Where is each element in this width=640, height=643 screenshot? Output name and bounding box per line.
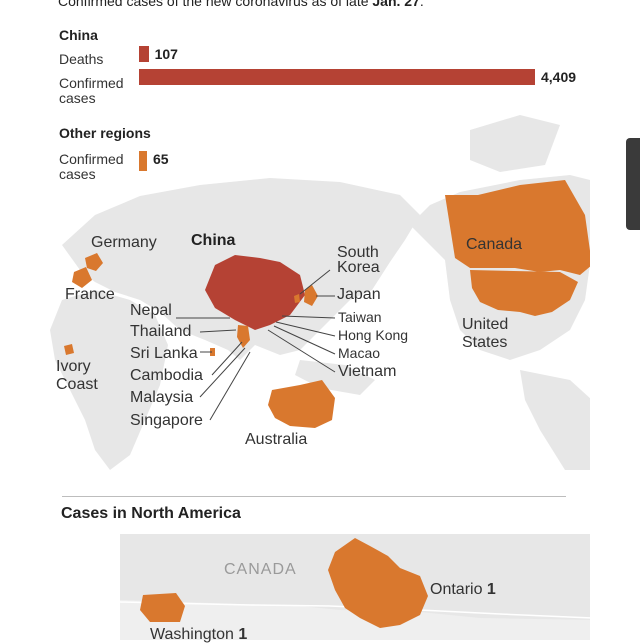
chart-subtitle: Confirmed cases of the new coronavirus a… — [58, 0, 424, 9]
france-shape — [72, 267, 92, 288]
other-confirmed-label: Confirmed cases — [59, 151, 124, 182]
deaths-value: 107 — [154, 46, 178, 62]
sri-lanka-shape — [210, 348, 215, 356]
label-canada: Canada — [466, 236, 523, 253]
us-area — [120, 600, 592, 640]
label-macao: Macao — [338, 345, 381, 361]
ontario-label: Ontario 1 — [430, 581, 496, 598]
japan-shape — [304, 285, 318, 306]
page-edge — [590, 0, 640, 640]
deaths-label: Deaths — [59, 51, 104, 67]
label-sri-lanka: Sri Lanka — [130, 345, 198, 362]
label-china: China — [191, 232, 236, 249]
scroll-handle[interactable] — [626, 138, 640, 230]
highlighted-regions — [64, 180, 592, 428]
label-thailand: Thailand — [130, 323, 192, 340]
confirmed-cases-value: 4,409 — [541, 69, 577, 85]
leader-lines — [176, 269, 336, 421]
confirmed-cases-bar — [139, 69, 535, 85]
canada-shape — [445, 180, 592, 275]
label-singapore: Singapore — [130, 412, 203, 429]
label-france: France — [65, 286, 115, 303]
label-south-korea: South Korea — [337, 244, 397, 276]
canada-map-label: CANADA — [224, 561, 297, 578]
washington-label: Washington 1 — [150, 626, 248, 643]
ontario-count: 1 — [486, 581, 496, 598]
deaths-bar — [139, 46, 149, 62]
label-south-korea-text: South Korea — [337, 244, 380, 276]
label-hong-kong: Hong Kong — [338, 327, 409, 343]
other-regions-title: Other regions — [59, 125, 151, 141]
ivory-coast-shape — [64, 344, 74, 355]
ontario-name: Ontario — [430, 581, 483, 598]
label-vietnam: Vietnam — [338, 363, 397, 380]
washington-count: 1 — [238, 626, 248, 643]
thailand-shape — [237, 325, 250, 348]
other-confirmed-bar — [139, 151, 147, 171]
label-nepal: Nepal — [130, 302, 172, 319]
south-korea-shape — [294, 294, 300, 303]
usa-shape — [470, 270, 578, 316]
ontario-shape — [328, 538, 428, 628]
confirmed-cases-label: Confirmed cases — [59, 75, 124, 106]
label-united-states: United States — [462, 316, 509, 351]
label-cambodia: Cambodia — [130, 367, 203, 384]
north-america-title: Cases in North America — [61, 505, 241, 522]
china-shape — [205, 255, 305, 330]
china-section-title: China — [59, 27, 98, 43]
washington-name: Washington — [150, 626, 234, 643]
label-ivory-coast: Ivory Coast — [56, 358, 98, 393]
section-divider — [62, 496, 566, 497]
label-taiwan: Taiwan — [338, 309, 382, 325]
label-japan: Japan — [337, 286, 381, 303]
germany-shape — [85, 253, 103, 271]
label-malaysia: Malaysia — [130, 389, 194, 406]
label-germany: Germany — [91, 234, 157, 251]
australia-shape — [268, 380, 335, 428]
washington-shape — [140, 593, 185, 622]
label-australia: Australia — [245, 431, 308, 448]
other-confirmed-value: 65 — [153, 151, 169, 167]
